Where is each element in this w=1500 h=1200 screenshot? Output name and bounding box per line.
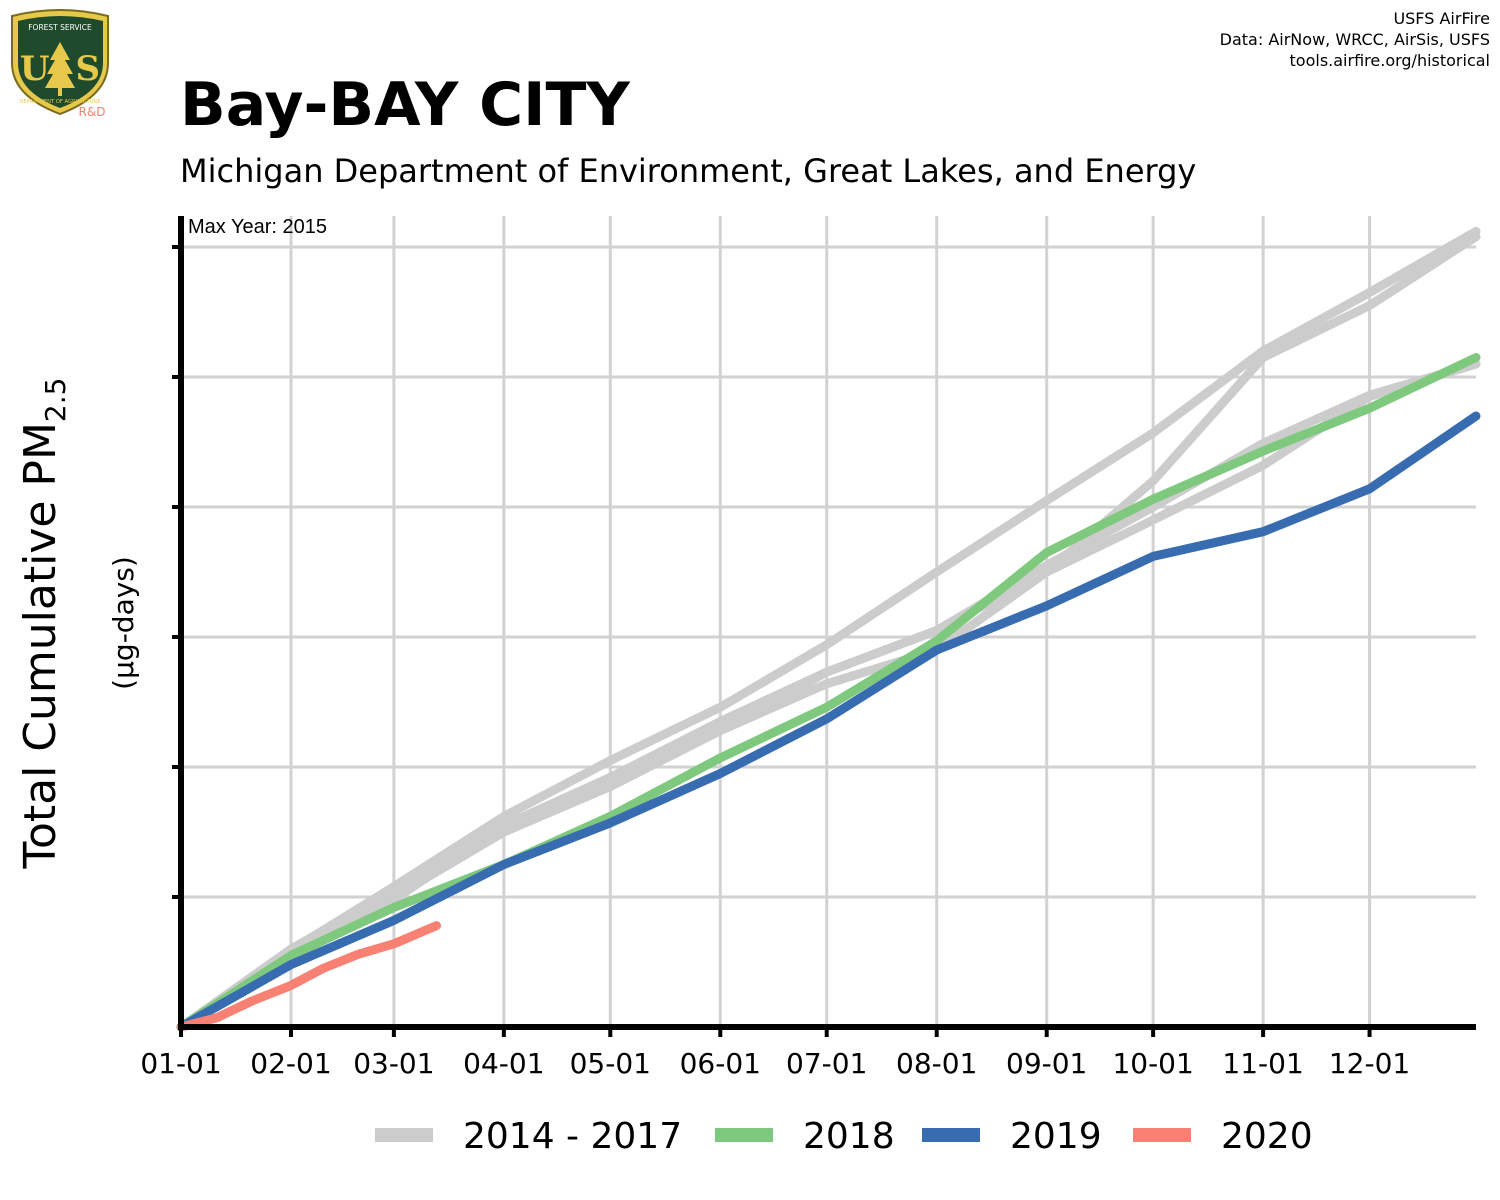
y-axis-units: (µg-days): [107, 556, 140, 690]
x-tick-label: 08-01: [896, 1047, 977, 1080]
max-year-prefix: Max Year:: [188, 216, 277, 238]
legend-label: 2019: [1010, 1116, 1102, 1157]
legend: 2014 - 2017 2018 2019 2020: [375, 1116, 1313, 1157]
x-tick-label: 07-01: [786, 1047, 867, 1080]
credit-line-3: tools.airfire.org/historical: [1289, 51, 1490, 70]
x-tick-label: 04-01: [463, 1047, 544, 1080]
max-year-value: 2015: [283, 216, 328, 238]
logo-bottom-text: DEPARTMENT OF AGRICULTURE: [19, 99, 100, 105]
y-axis-title: Total Cumulative PM2.5: [15, 378, 72, 870]
legend-label: 2018: [803, 1116, 895, 1157]
series-line-6: [176, 921, 441, 1032]
series-layer: [176, 226, 1481, 1032]
series-line-3: [176, 359, 1481, 1032]
x-tick-label: 03-01: [353, 1047, 434, 1080]
chart-title: Bay-BAY CITY: [180, 70, 630, 140]
logo-top-text: FOREST SERVICE: [28, 23, 92, 32]
series-line-2: [176, 232, 1481, 1032]
x-tick-label: 01-01: [140, 1047, 221, 1080]
x-tick-labels: 01-01 02-01 03-01 04-01 05-01 06-01 07-01 08-01…: [140, 1047, 1410, 1080]
series-line-5: [176, 411, 1481, 1032]
x-tick-label: 12-01: [1329, 1047, 1410, 1080]
x-tick-label: 10-01: [1112, 1047, 1193, 1080]
credit-line-1: USFS AirFire: [1393, 9, 1490, 28]
legend-label: 2020: [1221, 1116, 1313, 1157]
y-axis-title-subscript: 2.5: [39, 378, 72, 423]
credits: USFS AirFire Data: AirNow, WRCC, AirSis,…: [1220, 8, 1490, 71]
logo-initials: US: [20, 49, 113, 89]
legend-label: 2014 - 2017: [463, 1116, 682, 1157]
x-tick-label: 06-01: [680, 1047, 761, 1080]
x-tick-label: 09-01: [1006, 1047, 1087, 1080]
y-axis-title-main: Total Cumulative PM: [15, 422, 66, 869]
logo-badge: R&D: [79, 105, 106, 118]
x-tick-label: 05-01: [570, 1047, 651, 1080]
max-year-label: Max Year: 2015: [188, 216, 327, 238]
series-line-4: [176, 353, 1481, 1032]
axes: [172, 216, 1476, 1037]
x-tick-label: 02-01: [250, 1047, 331, 1080]
tree-icon: [45, 42, 75, 96]
x-tick-label: 11-01: [1222, 1047, 1303, 1080]
usfs-shield-logo: FOREST SERVICE US DEPARTMENT OF AGRICULT…: [11, 9, 113, 118]
chart-subtitle: Michigan Department of Environment, Grea…: [180, 152, 1197, 190]
credit-line-2: Data: AirNow, WRCC, AirSis, USFS: [1219, 30, 1490, 49]
